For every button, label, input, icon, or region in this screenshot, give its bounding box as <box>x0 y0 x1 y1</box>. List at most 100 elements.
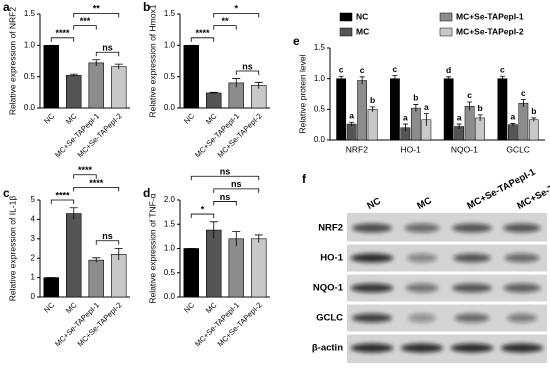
bar <box>507 124 518 141</box>
error-bar <box>477 114 483 121</box>
bar <box>43 45 59 109</box>
y-axis-label: Relative expression of IL-1β <box>7 196 17 302</box>
significance-label: ** <box>93 4 101 14</box>
error-bar <box>456 123 462 129</box>
legend-label: MC <box>356 26 369 36</box>
bar <box>43 277 59 298</box>
error-bar <box>349 121 355 126</box>
significance-letter: c <box>393 64 398 74</box>
y-axis-label: Relative protein level <box>297 54 307 133</box>
significance-label: ns <box>102 231 113 241</box>
y-axis-label: Relative expression of NRF2 <box>7 7 17 115</box>
significance-bracket <box>190 213 215 219</box>
legend-swatch <box>339 27 353 37</box>
significance-label: **** <box>89 178 104 188</box>
bar <box>357 80 368 141</box>
significance-letter: b <box>370 95 375 105</box>
significance-letter: b <box>477 103 482 113</box>
blot-band <box>350 283 394 293</box>
significance-letter: a <box>424 102 429 112</box>
error-bar <box>423 113 429 126</box>
significance-bracket <box>213 201 237 206</box>
bar <box>443 78 454 141</box>
y-axis-label: Relative expression of TNF-α <box>147 193 157 303</box>
bar <box>390 78 400 141</box>
error-bar <box>510 123 516 126</box>
significance-letter: a <box>511 112 516 122</box>
blot-band <box>352 223 392 233</box>
error-bar <box>446 76 452 81</box>
bar <box>111 254 127 298</box>
blot-band <box>352 313 392 323</box>
blot-band <box>407 253 437 263</box>
y-tick-label: 0.0 <box>314 135 326 144</box>
y-tick-label: 4 <box>31 215 36 224</box>
bar <box>367 109 378 141</box>
y-tick-label: 0.5 <box>24 72 36 81</box>
bar <box>464 106 475 141</box>
y-tick-label: 0.5 <box>314 104 326 113</box>
significance-letter: a <box>403 112 408 122</box>
bar <box>346 123 357 141</box>
x-tick-label: NC <box>182 300 196 314</box>
y-tick-label: 1.5 <box>24 9 36 18</box>
blot-band <box>453 253 491 263</box>
error-bar <box>209 221 218 239</box>
y-tick-label: 1.0 <box>24 40 36 49</box>
bar <box>410 107 421 141</box>
significance-bracket <box>235 70 260 76</box>
y-tick-label: 2 <box>31 253 36 262</box>
error-bar <box>69 207 78 220</box>
bar <box>251 238 267 298</box>
bar <box>518 102 529 141</box>
bar <box>228 238 244 298</box>
x-tick-label: NRF2 <box>346 144 368 154</box>
bar <box>88 259 104 298</box>
significance-letter: a <box>349 110 354 120</box>
bar <box>206 92 222 109</box>
error-bar <box>232 78 241 88</box>
x-tick-label: NC <box>42 300 56 314</box>
bar <box>183 45 199 109</box>
error-bar <box>402 123 408 132</box>
y-tick-label: 1.0 <box>164 244 176 253</box>
significance-bracket <box>95 240 120 245</box>
significance-label: ns <box>220 192 231 202</box>
bar <box>336 78 347 141</box>
significance-label: ns <box>220 167 231 177</box>
legend-label: MC+Se-TAPepI-2 <box>456 26 524 36</box>
blot-band <box>450 343 494 353</box>
significance-label: ** <box>221 16 229 26</box>
y-tick-label: 0.5 <box>164 268 176 277</box>
x-tick-label: HO-1 <box>400 144 421 154</box>
blot-band <box>350 343 394 353</box>
significance-bracket <box>213 25 237 30</box>
significance-letter: d <box>446 65 451 75</box>
significance-bracket <box>50 199 75 204</box>
y-tick-label: 1.0 <box>164 40 176 49</box>
blot-band <box>404 223 440 233</box>
significance-bracket <box>95 51 120 57</box>
significance-bracket <box>73 174 97 179</box>
blot-band <box>503 283 541 293</box>
significance-letter: b <box>531 106 536 116</box>
blot-column-label: MC <box>415 195 433 212</box>
error-bar <box>520 99 526 107</box>
y-tick-label: 1.5 <box>164 219 176 228</box>
y-tick-label: 1.0 <box>314 74 326 83</box>
blot-band <box>408 313 436 323</box>
y-tick-label: 1 <box>31 273 36 282</box>
x-tick-label: GCLC <box>506 144 530 154</box>
significance-bracket <box>213 12 260 18</box>
x-tick-label: NQO-1 <box>451 144 478 154</box>
error-bar <box>413 104 419 112</box>
bar <box>183 248 199 298</box>
bar <box>66 75 82 109</box>
blot-band <box>452 223 492 233</box>
bar <box>111 66 127 109</box>
blot-row-label: GCLC <box>316 313 343 324</box>
significance-bracket <box>73 25 97 30</box>
significance-bracket <box>213 188 260 193</box>
blot-band <box>503 223 541 233</box>
